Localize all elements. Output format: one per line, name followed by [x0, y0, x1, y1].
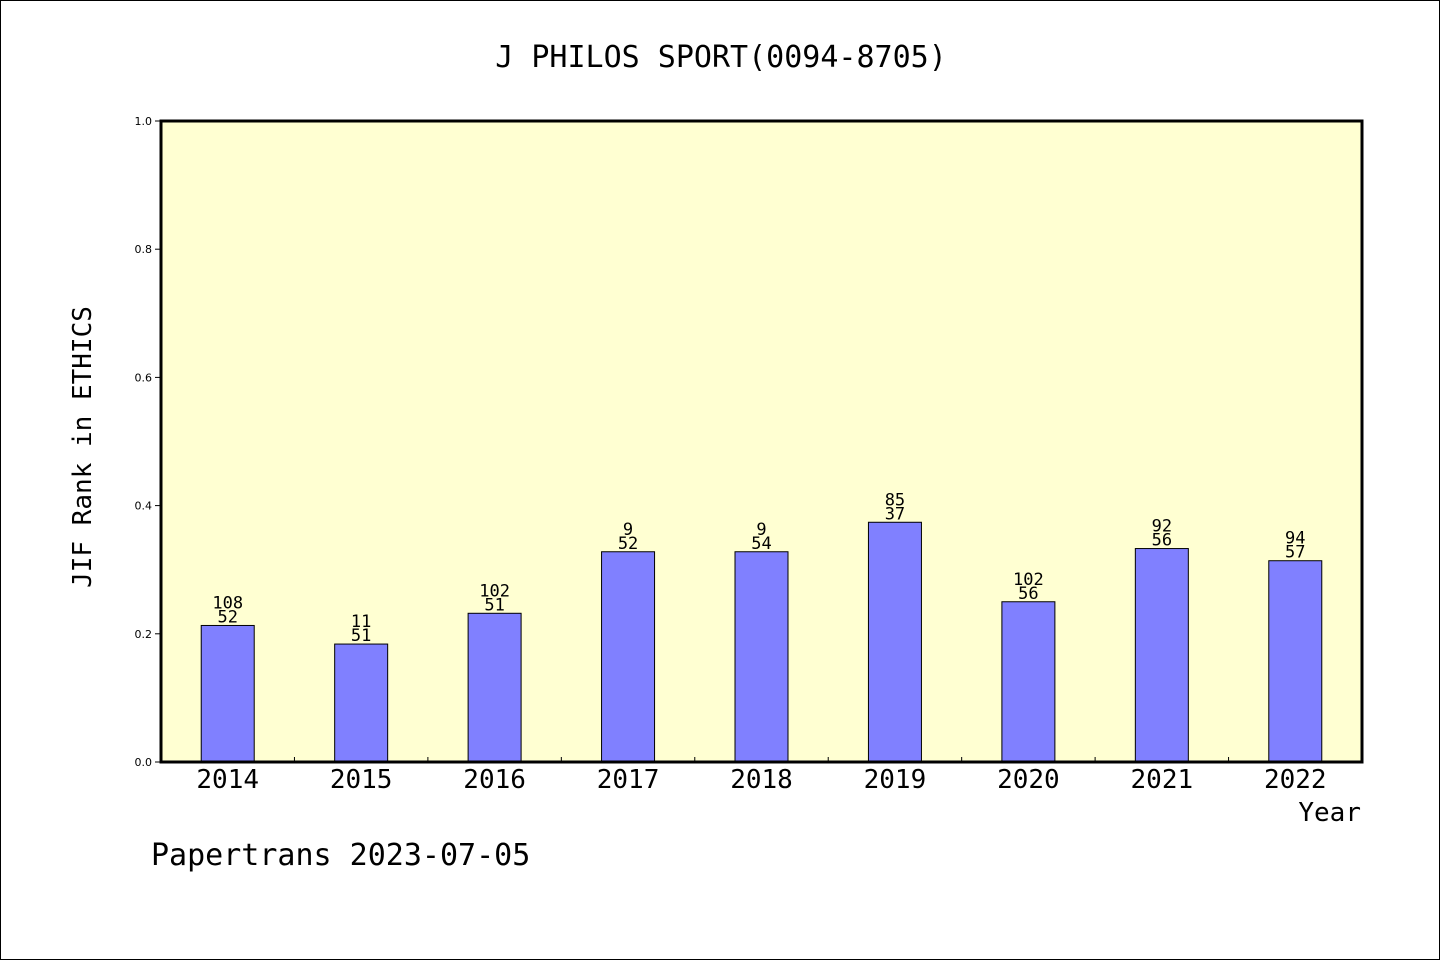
bar-series: [200, 521, 1323, 763]
plot-border: [159, 119, 1364, 764]
bar-label-bottom: 54: [751, 534, 771, 554]
x-tick-label: 2014: [196, 765, 259, 795]
y-axis: 0.0 0.2 0.4 0.6 0.8 1.0: [135, 115, 161, 769]
x-tick-label: 2019: [864, 765, 927, 795]
x-tick-label: 2017: [597, 765, 660, 795]
bar-label-top: 92: [1152, 517, 1172, 537]
bar-label-bottom: 52: [618, 534, 638, 554]
bar: [334, 643, 389, 763]
x-tick-label: 2021: [1131, 765, 1194, 795]
y-tick-label: 0.4: [135, 500, 153, 513]
bar-label-top: 102: [1013, 570, 1044, 590]
bar-label-top: 108: [212, 593, 243, 613]
bar-label-top: 9: [756, 520, 766, 540]
bar: [1134, 548, 1189, 763]
bar-label-bottom: 57: [1285, 543, 1305, 563]
bar: [1268, 560, 1323, 763]
bar: [200, 624, 255, 763]
y-tick-label: 0.2: [135, 628, 153, 641]
x-tick-label: 2018: [730, 765, 793, 795]
x-tick-label: 2015: [330, 765, 393, 795]
y-tick-label: 1.0: [135, 115, 153, 128]
bar-label-bottom: 56: [1152, 531, 1172, 551]
y-tick-label: 0.6: [135, 371, 153, 384]
bar-label-bottom: 51: [484, 595, 504, 615]
bar-label-bottom: 56: [1018, 584, 1038, 604]
y-tick-label: 0.0: [135, 756, 153, 769]
bar: [467, 612, 522, 763]
x-tick-label: 2020: [997, 765, 1060, 795]
bar-label-top: 11: [351, 612, 371, 632]
chart-title: J PHILOS SPORT(0094-8705): [495, 40, 947, 75]
x-tick-label: 2016: [463, 765, 526, 795]
bar-label-bottom: 37: [885, 504, 905, 524]
bar-label-top: 94: [1285, 529, 1305, 549]
footer-watermark: Papertrans 2023-07-05: [151, 838, 530, 873]
y-tick-label: 0.8: [135, 243, 153, 256]
bar-label-top: 85: [885, 490, 905, 510]
bar-label-bottom: 51: [351, 626, 371, 646]
bar: [734, 551, 789, 763]
bar-label-top: 9: [623, 520, 633, 540]
x-tick-label: 2022: [1264, 765, 1327, 795]
bar: [867, 521, 922, 763]
bar-label-top: 102: [479, 581, 510, 601]
y-axis-title: JIF Rank in ETHICS: [68, 306, 98, 588]
bar-label-bottom: 52: [217, 607, 237, 627]
x-axis: 2014 2015 2016 2017 2018 2019 2020 2021 2022: [196, 757, 1327, 795]
x-axis-title: Year: [1298, 798, 1361, 828]
bar: [601, 551, 656, 763]
bar: [1001, 601, 1056, 763]
